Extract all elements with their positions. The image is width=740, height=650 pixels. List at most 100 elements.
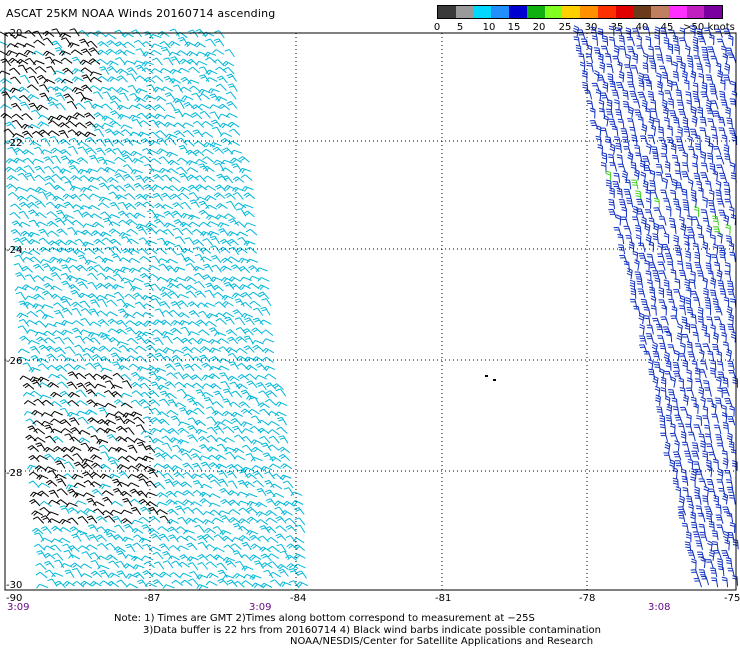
wind-barb [162,463,174,472]
wind-barb [103,166,116,173]
wind-barb [153,561,165,570]
wind-barb [185,409,198,416]
wind-barb [634,259,640,271]
wind-barb [247,282,260,290]
wind-barb [23,400,36,406]
wind-barb [227,375,240,382]
wind-barb [116,104,129,111]
wind-barb [10,102,22,111]
wind-barb [727,288,736,299]
wind-barb [172,349,185,355]
wind-barb [680,223,687,235]
wind-barb [686,55,694,66]
wind-barb [705,262,712,273]
wind-barb [142,416,154,425]
wind-barb [104,515,116,523]
wind-barb [161,452,173,460]
wind-barb [683,206,690,217]
wind-barb [705,74,714,85]
wind-barb [204,527,216,534]
wind-barb [1,91,12,100]
wind-barb [246,258,259,264]
wind-barb [77,168,90,175]
wind-barb [213,192,226,199]
wind-barb [715,155,725,165]
wind-barb [149,33,162,39]
wind-barb [141,294,154,301]
wind-barb [247,408,260,415]
wind-barb [142,543,153,553]
wind-barb [695,540,703,551]
wind-barb [709,289,717,300]
wind-barb [203,185,216,191]
wind-barb [224,316,235,325]
wind-barb [157,384,170,391]
wind-barb [187,79,200,85]
wind-barb [168,534,179,543]
wind-barb [109,238,122,246]
wind-barb [712,458,719,470]
wind-barb [130,169,143,175]
wind-barb [158,533,170,542]
wind-barb [123,173,135,182]
wind-barb [716,198,725,208]
wind-barb [93,392,106,398]
wind-barb [673,289,682,299]
wind-barb [678,495,685,507]
wind-barb [672,71,679,82]
wind-barb [230,411,243,418]
wind-barb [685,297,691,308]
wind-barb [99,463,112,470]
wind-barb [21,113,33,121]
wind-barb [68,554,80,560]
wind-barb [217,365,230,371]
wind-barb [108,337,121,344]
wind-barb [190,363,203,371]
wind-barb [650,305,657,316]
wind-barb [76,382,88,391]
wind-barb [13,263,24,272]
wind-barb [162,560,174,569]
wind-barb [123,41,136,48]
wind-barb [50,538,63,544]
wind-barb [698,349,705,361]
wind-barb [82,492,95,498]
wind-barb [36,583,49,589]
wind-barb [134,96,147,103]
wind-barb [142,176,155,183]
wind-barb [101,103,113,111]
wind-barb [103,419,116,426]
wind-barb [726,432,733,444]
wind-barb [116,75,128,83]
wind-barb [634,109,643,119]
wind-barb [256,488,267,497]
wind-barb [693,172,701,183]
wind-barb [238,535,251,542]
wind-barb [726,486,735,497]
wind-barb [173,266,186,273]
wind-barb [14,254,25,263]
wind-barb [183,256,195,264]
wind-barb [585,53,594,64]
wind-barb [723,214,730,226]
wind-barb [103,389,115,398]
wind-barb [718,127,727,137]
wind-barb [63,363,76,371]
wind-barb [676,99,685,110]
wind-barb [643,164,652,175]
wind-barb [678,37,688,47]
wind-barb [261,442,272,451]
wind-barb [196,319,208,327]
wind-barb [653,197,660,209]
wind-barb [71,473,84,480]
wind-barb [52,195,65,202]
wind-barb [67,42,80,48]
wind-barb [176,545,189,551]
wind-barb [134,345,147,352]
wind-barb [296,570,308,579]
wind-barb [682,359,688,371]
wind-barb [51,435,64,443]
wind-barb [36,357,49,364]
wind-barb [694,486,700,498]
wind-barb [138,498,151,507]
